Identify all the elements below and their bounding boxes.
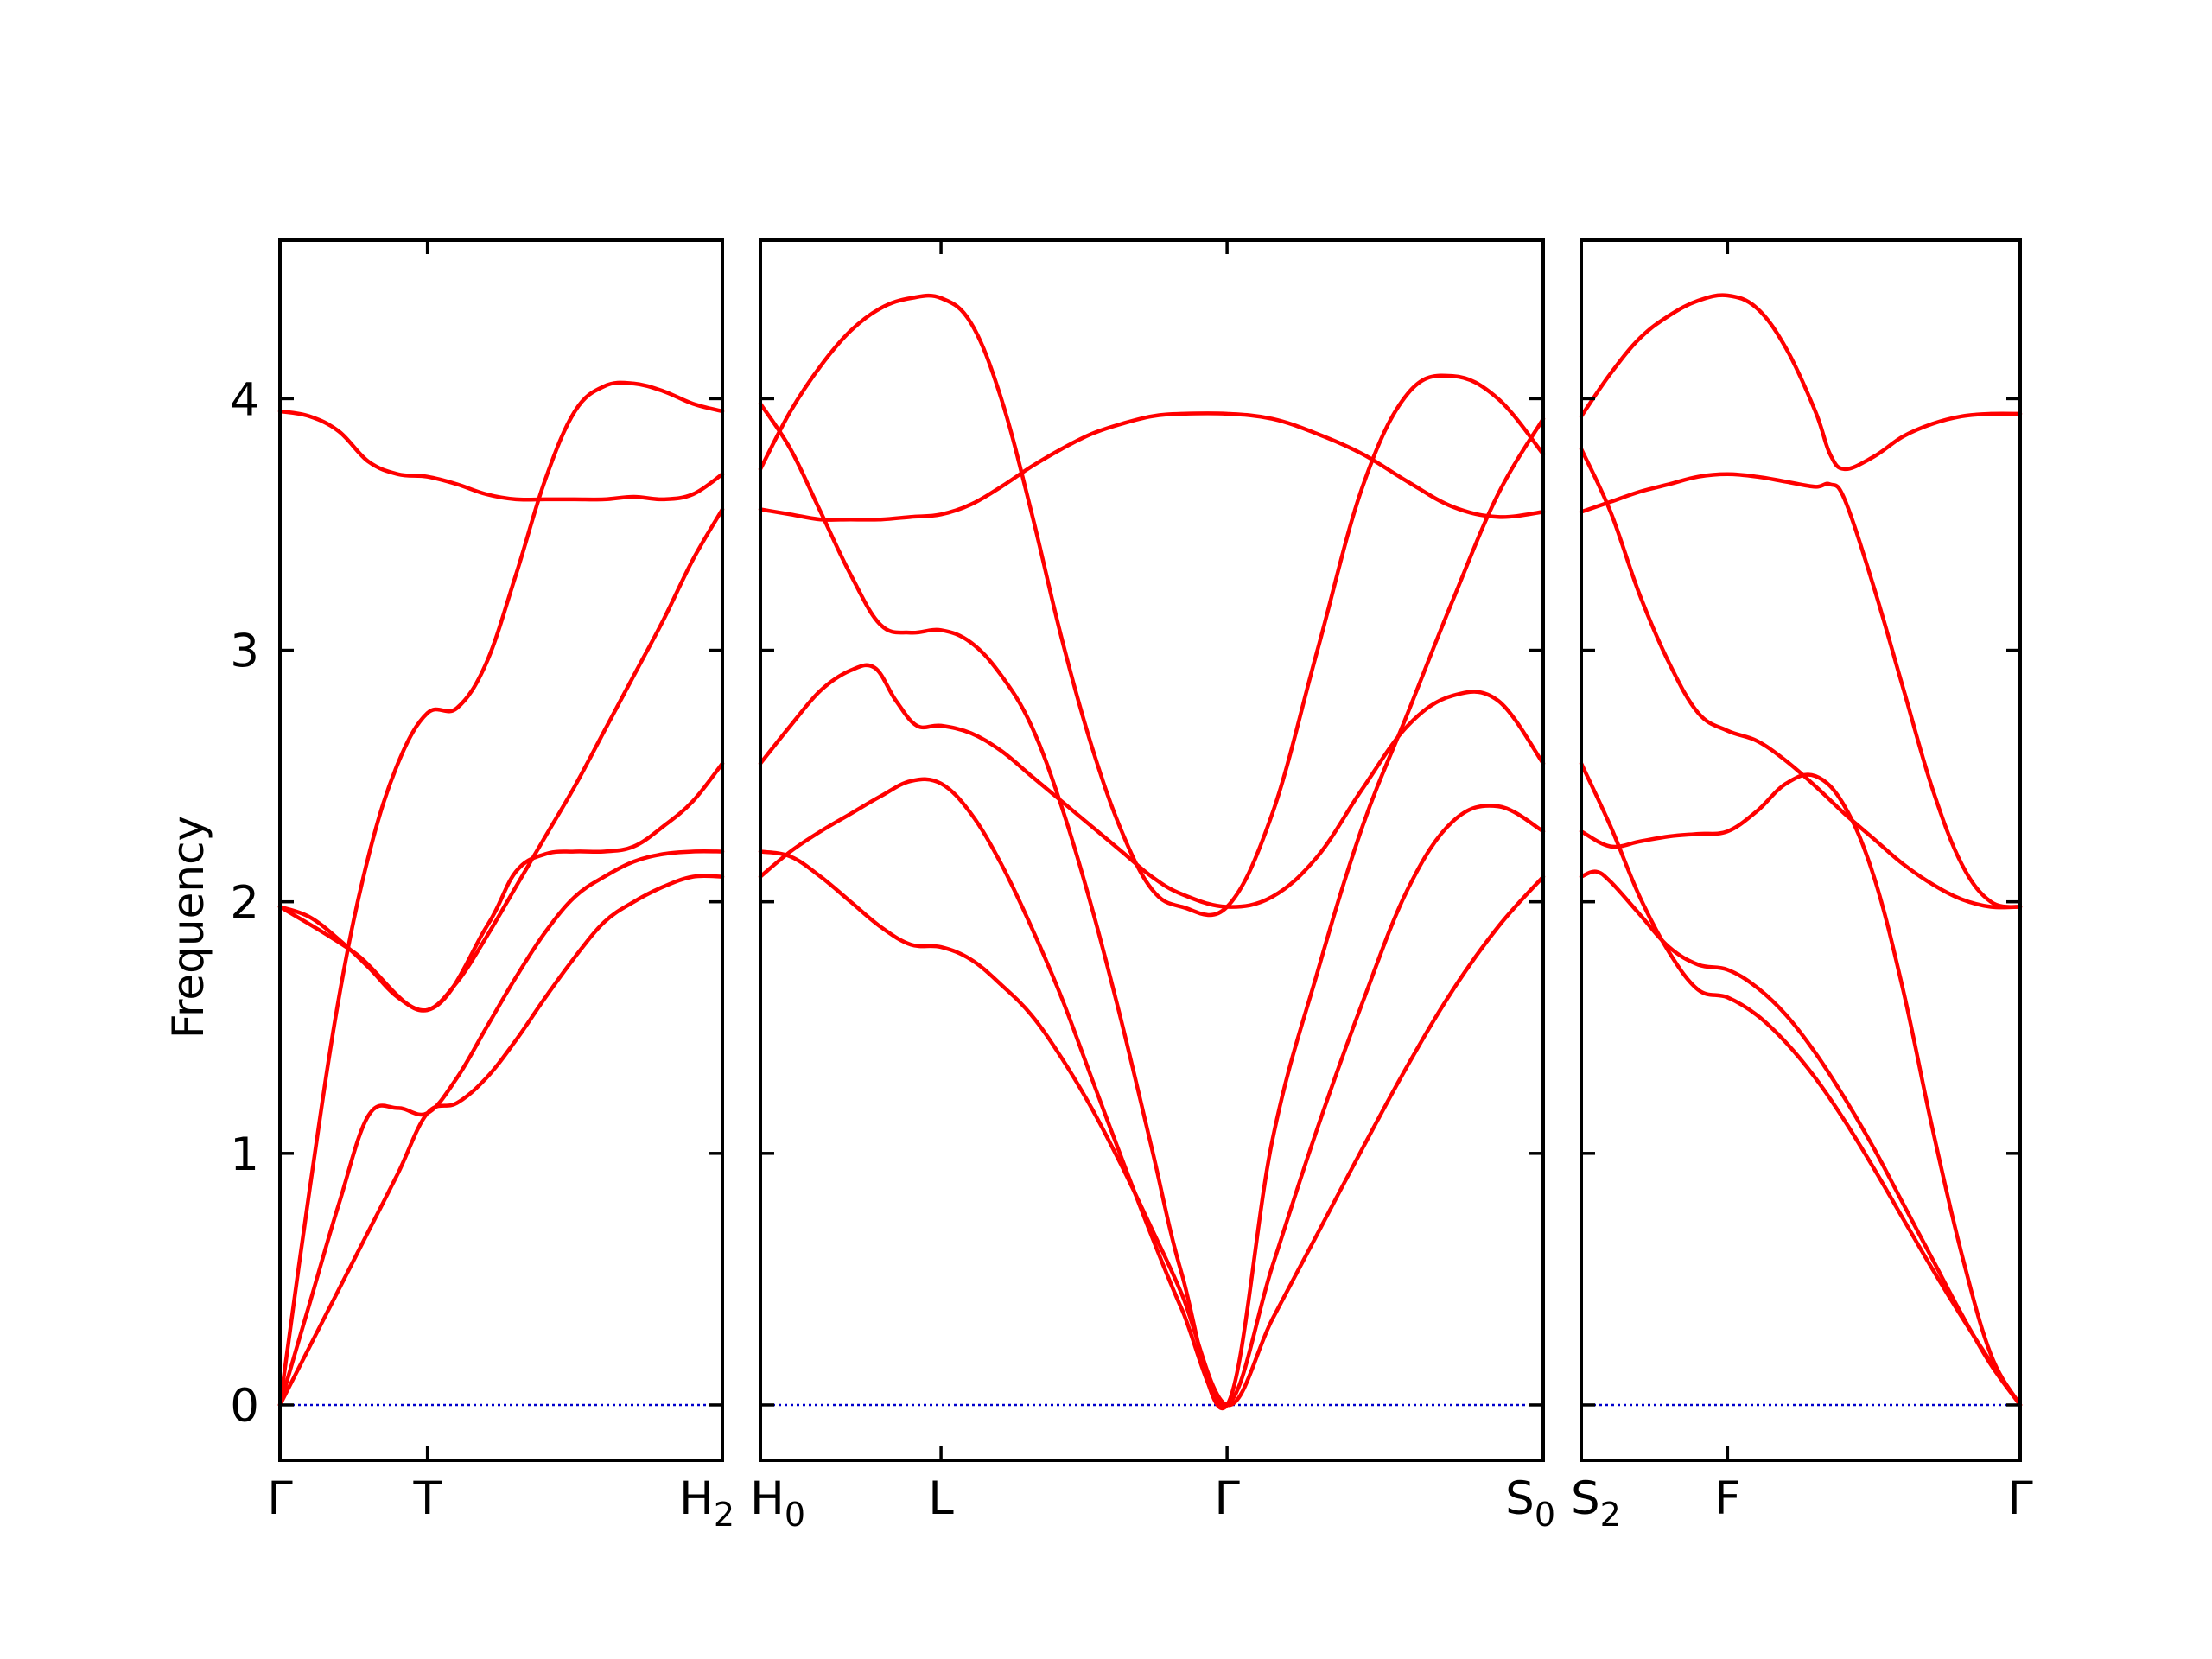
x-tick-label: H0: [750, 1472, 805, 1534]
band-line-4: [1579, 447, 2023, 910]
y-tick-label: 3: [230, 626, 259, 678]
band-line-6: [758, 411, 1546, 522]
panel-1: 0 1 2 3 4 Γ T H2: [230, 238, 734, 1534]
y-tick-label: 2: [230, 877, 259, 930]
y-tick-label: 4: [230, 373, 259, 426]
x-tick-label: T: [412, 1472, 442, 1525]
band-line-5: [758, 293, 1546, 918]
band-line-3: [277, 507, 725, 1013]
band-line-5: [277, 409, 725, 502]
x-tick-label: S0: [1505, 1472, 1555, 1534]
panels: 0 1 2 3 4 Γ T H2 H0 L Γ S0 S2 F Γ: [230, 238, 2033, 1534]
band-line-6: [277, 761, 725, 1013]
panel-2: H0 L Γ S0: [750, 238, 1555, 1534]
band-line-1: [758, 849, 1546, 1408]
x-tick-label: S2: [1571, 1472, 1621, 1534]
x-tick-label: Γ: [2007, 1472, 2033, 1525]
axes-frame: [1580, 238, 2022, 1462]
axes-frame: [278, 238, 724, 1462]
band-line-3: [758, 663, 1546, 909]
band-line-2: [758, 777, 1546, 1408]
band-line-2: [277, 849, 725, 1408]
x-tick-label: L: [928, 1472, 954, 1525]
x-tick-label: F: [1714, 1472, 1741, 1525]
band-line-6: [1579, 293, 2023, 472]
band-line-4: [277, 380, 725, 1408]
y-axis-label: Frequency: [163, 816, 213, 1039]
axes-frame: [759, 238, 1545, 1462]
band-line-5: [1579, 472, 2023, 909]
y-tick-label: 0: [230, 1380, 259, 1433]
panel-3: S2 F Γ: [1571, 238, 2033, 1534]
x-tick-label: Γ: [1214, 1472, 1240, 1525]
band-line-3: [1579, 772, 2023, 1408]
x-tick-label: Γ: [267, 1472, 293, 1525]
x-tick-label: H2: [679, 1472, 734, 1534]
band-line-4: [758, 401, 1546, 1410]
y-tick-label: 1: [230, 1128, 259, 1181]
band-line-1: [1579, 869, 2023, 1408]
band-line-1: [277, 874, 725, 1408]
band-line-2: [1579, 761, 2023, 1408]
